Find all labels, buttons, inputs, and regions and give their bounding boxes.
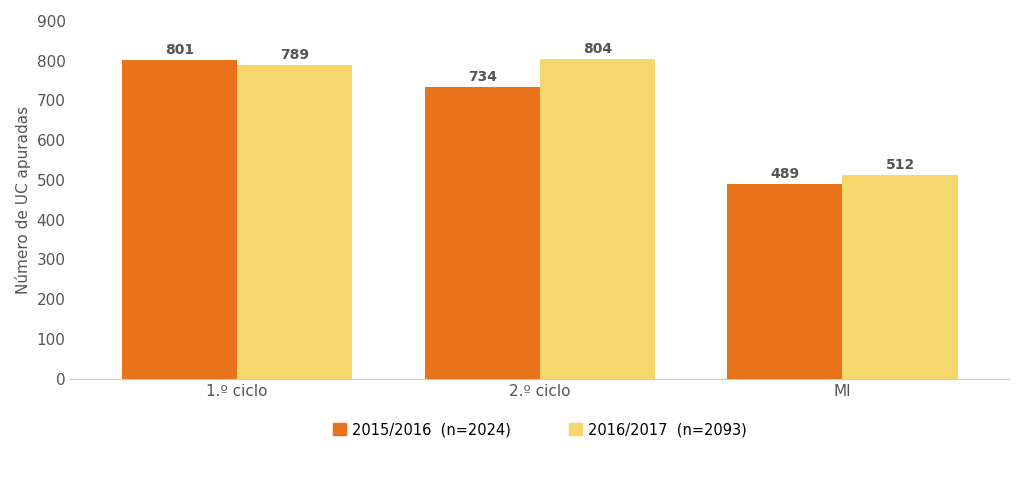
Bar — [122, 60, 237, 379]
Text: 801: 801 — [165, 43, 194, 57]
Bar — [237, 65, 352, 379]
Text: 804: 804 — [583, 42, 611, 56]
Bar — [843, 175, 957, 379]
Bar — [425, 87, 540, 379]
Bar — [540, 59, 654, 379]
Text: 734: 734 — [468, 70, 497, 84]
Text: 512: 512 — [886, 158, 914, 172]
Text: 489: 489 — [770, 167, 800, 181]
Bar — [727, 184, 843, 379]
Legend: 2015/2016  (n=2024), 2016/2017  (n=2093): 2015/2016 (n=2024), 2016/2017 (n=2093) — [327, 416, 753, 443]
Y-axis label: Número de UC apuradas: Número de UC apuradas — [15, 106, 31, 294]
Text: 789: 789 — [280, 48, 309, 62]
